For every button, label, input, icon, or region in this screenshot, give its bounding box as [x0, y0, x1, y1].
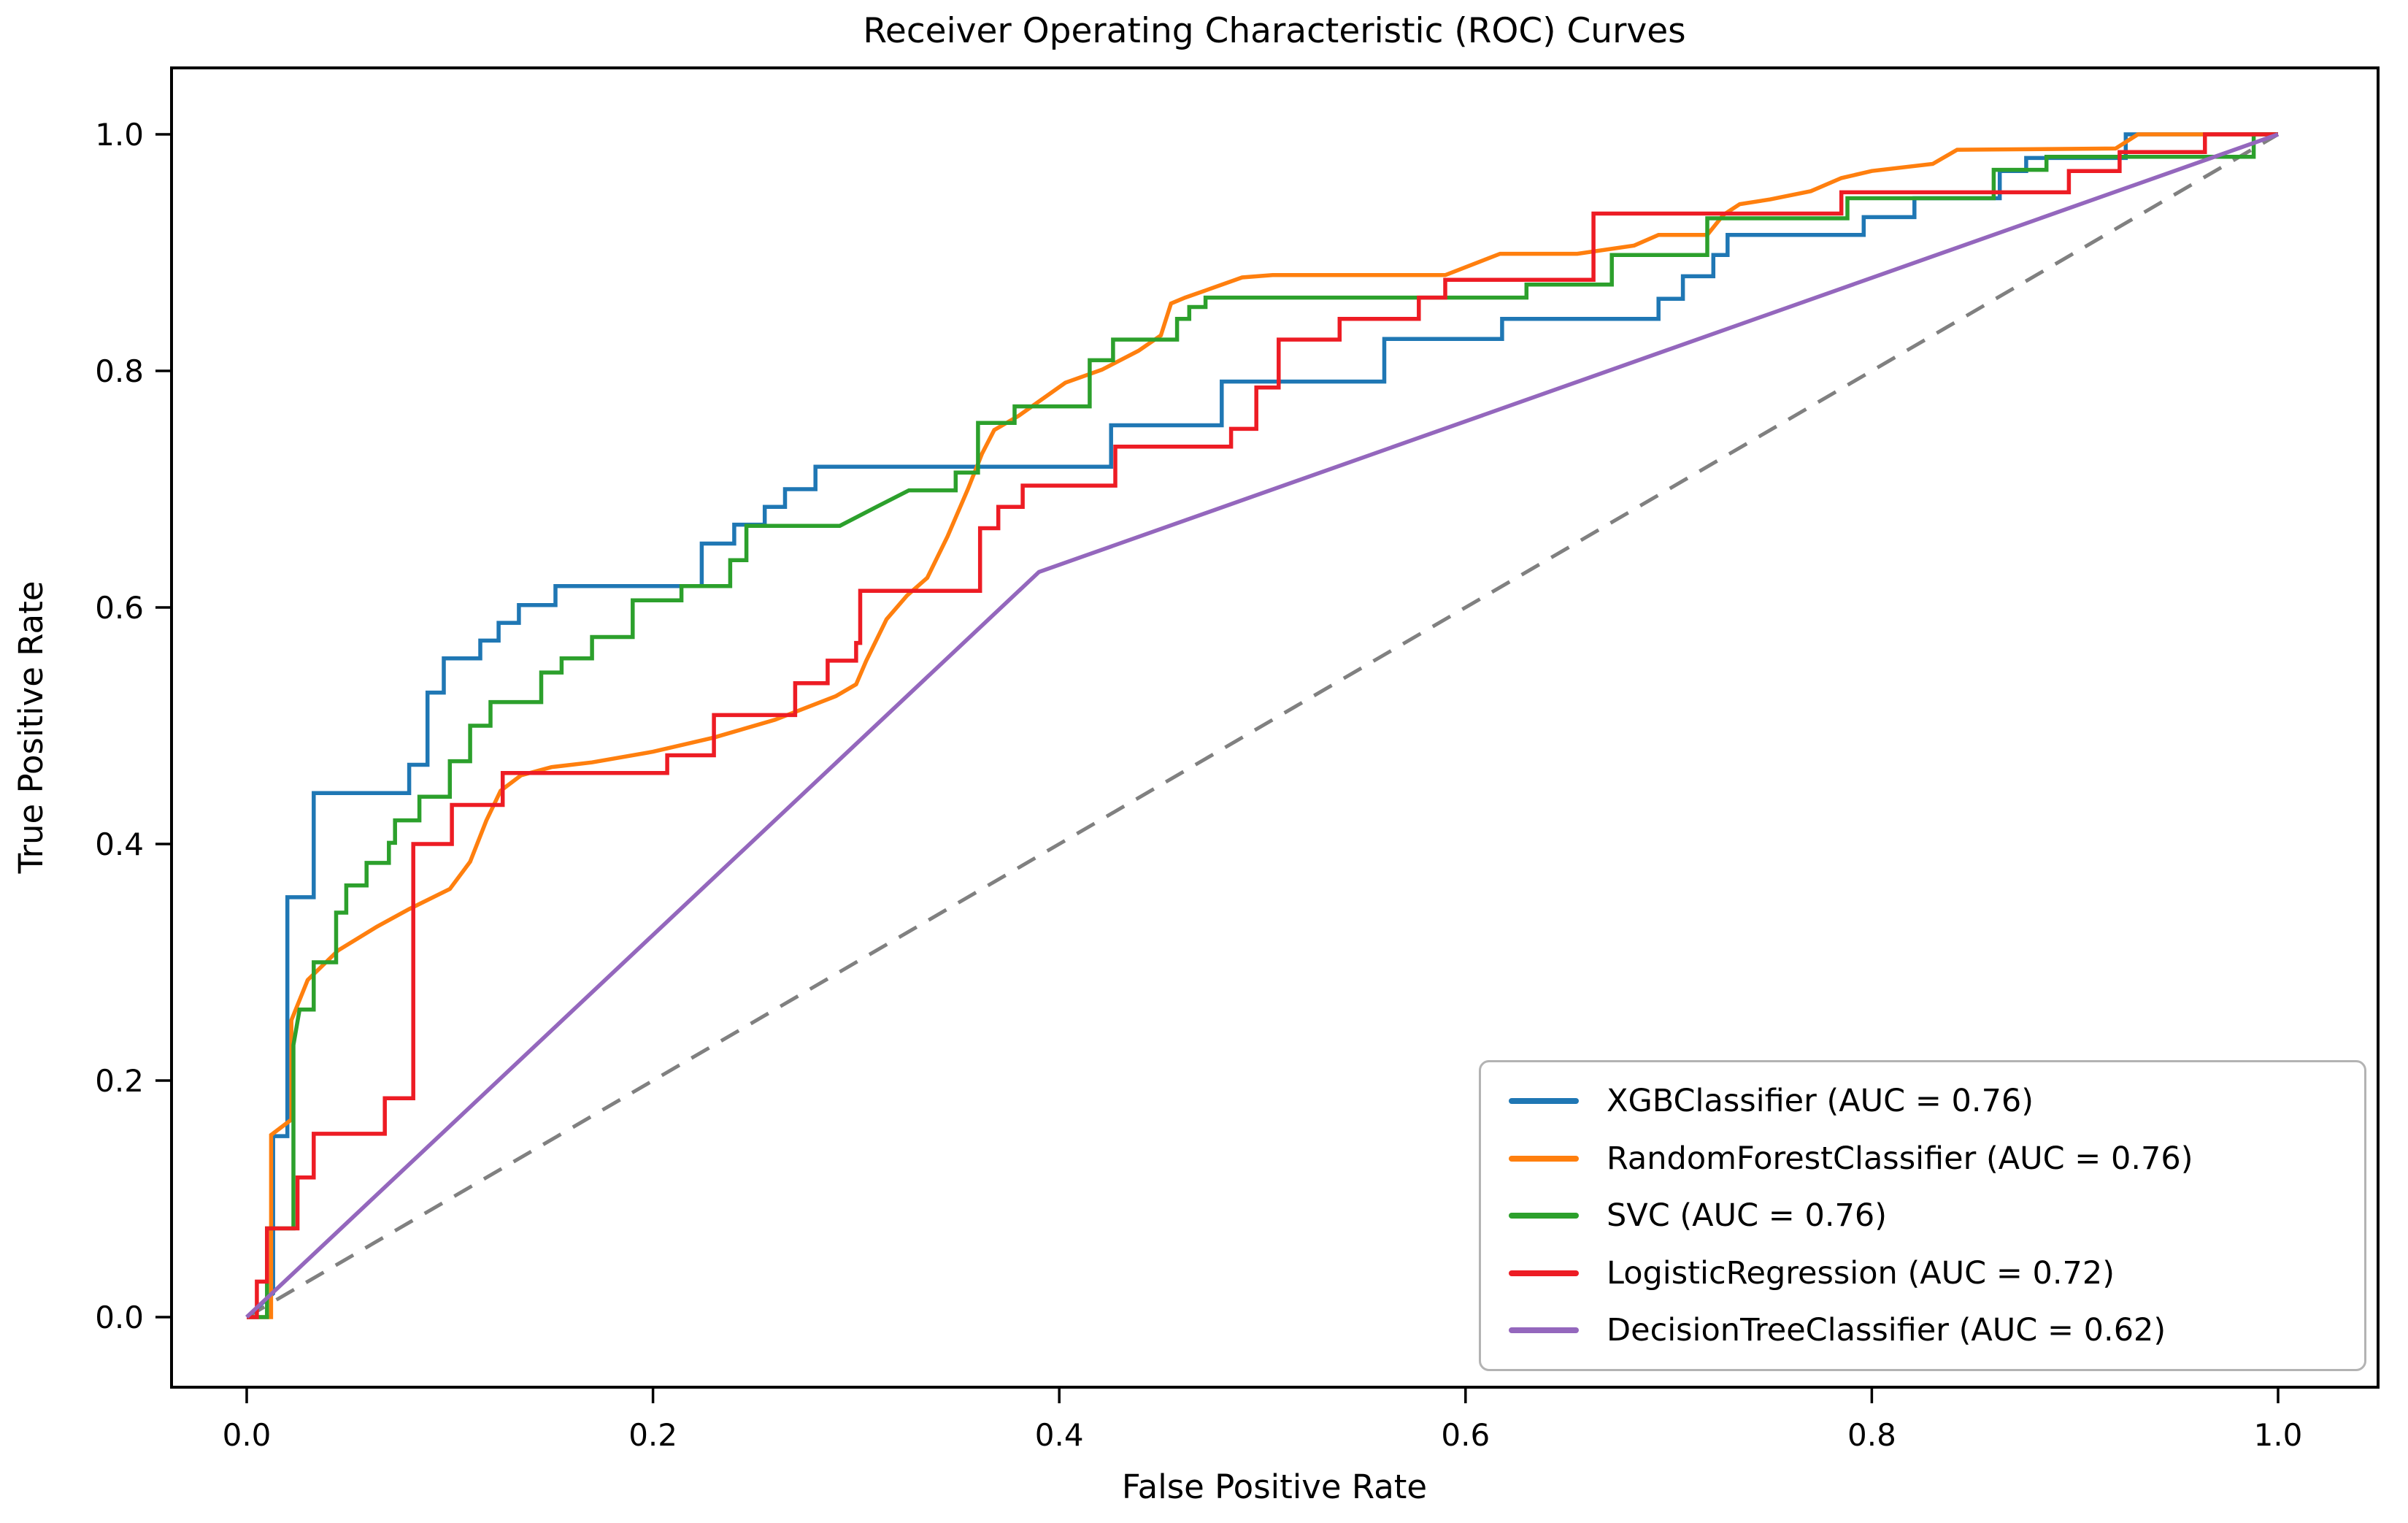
chart-title: Receiver Operating Characteristic (ROC) … — [863, 11, 1685, 51]
legend-item-svc: SVC (AUC = 0.76) — [1509, 1197, 2336, 1234]
x-axis-label: False Positive Rate — [1122, 1468, 1427, 1506]
roc-curve-decisiontreeclassifier — [245, 132, 2279, 1319]
y-tick-label: 0.2 — [95, 1063, 144, 1099]
x-tick-label: 0.0 — [223, 1417, 272, 1453]
roc-curve-randomforestclassifier — [247, 132, 2278, 1319]
roc-curve-logisticregression — [247, 132, 2278, 1319]
x-tick-label: 0.4 — [1035, 1417, 1084, 1453]
legend-item-randomforestclassifier: RandomForestClassifier (AUC = 0.76) — [1509, 1140, 2336, 1177]
roc-curve-svc — [247, 132, 2278, 1319]
roc-curve-chance-diagonal — [245, 132, 2280, 1319]
roc-curve-xgbclassifier — [245, 132, 2278, 1319]
axes-frame — [170, 66, 2380, 1389]
legend: XGBClassifier (AUC = 0.76) RandomForestC… — [1479, 1060, 2366, 1371]
x-tick-label: 0.8 — [1847, 1417, 1896, 1453]
x-tick-label: 1.0 — [2254, 1417, 2303, 1453]
legend-label: DecisionTreeClassifier (AUC = 0.62) — [1607, 1312, 2166, 1349]
legend-label: RandomForestClassifier (AUC = 0.76) — [1607, 1140, 2193, 1177]
legend-label: SVC (AUC = 0.76) — [1607, 1197, 1887, 1234]
y-tick-label: 1.0 — [95, 117, 144, 153]
legend-swatch-line-icon — [1509, 1098, 1579, 1104]
y-tick-label: 0.8 — [95, 353, 144, 389]
x-tick-label: 0.6 — [1441, 1417, 1490, 1453]
legend-item-xgbclassifier: XGBClassifier (AUC = 0.76) — [1509, 1083, 2336, 1119]
legend-swatch-line-icon — [1509, 1270, 1579, 1276]
x-tick-label: 0.2 — [628, 1417, 677, 1453]
legend-item-decisiontreeclassifier: DecisionTreeClassifier (AUC = 0.62) — [1509, 1312, 2336, 1349]
y-axis-label: True Positive Rate — [12, 581, 50, 875]
legend-label: LogisticRegression (AUC = 0.72) — [1607, 1254, 2115, 1292]
y-tick-label: 0.4 — [95, 826, 144, 862]
legend-swatch-line-icon — [1509, 1327, 1579, 1333]
legend-label: XGBClassifier (AUC = 0.76) — [1607, 1083, 2034, 1119]
legend-swatch-line-icon — [1509, 1213, 1579, 1219]
legend-item-logisticregression: LogisticRegression (AUC = 0.72) — [1509, 1255, 2336, 1292]
y-tick-label: 0.6 — [95, 590, 144, 626]
y-tick-label: 0.0 — [95, 1300, 144, 1335]
legend-swatch-line-icon — [1509, 1155, 1579, 1162]
